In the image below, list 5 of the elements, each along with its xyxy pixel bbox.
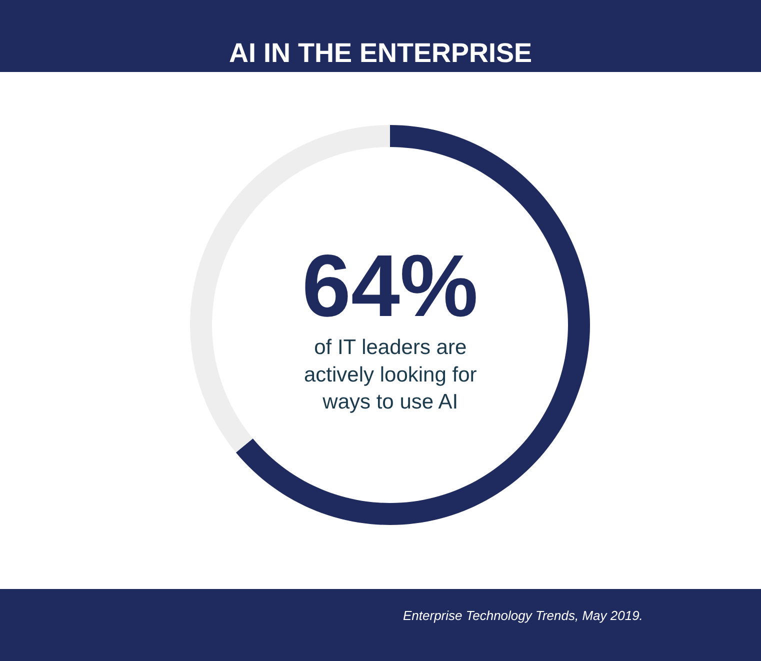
chart-title: AI IN THE ENTERPRISE [229,38,532,68]
text: Enterprise Technology Trends, May 2019. [403,608,643,623]
text: of IT leaders are actively looking for ways to use AI [304,336,477,414]
data-label: 64% [302,236,478,335]
donut-slice [236,125,590,525]
